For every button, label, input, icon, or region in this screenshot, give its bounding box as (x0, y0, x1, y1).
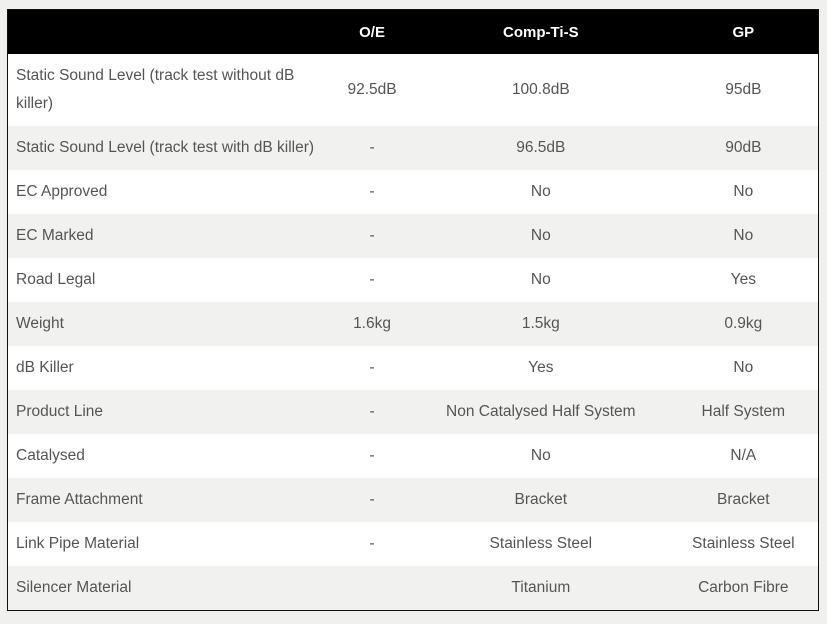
label-cell: Weight (7, 302, 332, 346)
oe-cell: - (331, 170, 413, 214)
gp-cell: Stainless Steel (668, 522, 819, 566)
label-cell: Frame Attachment (7, 478, 332, 522)
table-row: Silencer Material Titanium Carbon Fibre (7, 566, 819, 611)
table-row: EC Approved - No No (7, 170, 819, 214)
gp-cell: 90dB (668, 126, 819, 170)
comp-ti-s-cell: 96.5dB (413, 126, 669, 170)
table-row: Link Pipe Material - Stainless Steel Stainl… (7, 522, 819, 566)
comp-ti-s-cell: Non Catalysed Half System (413, 390, 669, 434)
table-row: EC Marked - No No (7, 214, 819, 258)
header-row: O/E Comp-Ti-S GP (7, 9, 819, 54)
label-cell: EC Marked (7, 214, 332, 258)
comp-ti-s-cell: No (413, 434, 669, 478)
label-cell: Static Sound Level (track test without d… (7, 54, 332, 126)
header-gp: GP (668, 9, 819, 54)
table-row: Static Sound Level (track test with dB k… (7, 126, 819, 170)
oe-cell: 92.5dB (331, 54, 413, 126)
comp-ti-s-cell: Bracket (413, 478, 669, 522)
oe-cell: 1.6kg (331, 302, 413, 346)
oe-cell: - (331, 522, 413, 566)
header-label (7, 9, 332, 54)
oe-cell: - (331, 434, 413, 478)
table-row: Catalysed - No N/A (7, 434, 819, 478)
oe-cell: - (331, 346, 413, 390)
table-row: Frame Attachment - Bracket Bracket (7, 478, 819, 522)
table-row: dB Killer - Yes No (7, 346, 819, 390)
oe-cell: - (331, 126, 413, 170)
comp-ti-s-cell: Stainless Steel (413, 522, 669, 566)
comp-ti-s-cell: No (413, 214, 669, 258)
oe-cell (331, 566, 413, 611)
gp-cell: Bracket (668, 478, 819, 522)
oe-cell: - (331, 390, 413, 434)
gp-cell: 95dB (668, 54, 819, 126)
comparison-table: O/E Comp-Ti-S GP Static Sound Level (tra… (7, 9, 819, 611)
comp-ti-s-cell: Yes (413, 346, 669, 390)
oe-cell: - (331, 214, 413, 258)
comp-ti-s-cell: No (413, 170, 669, 214)
gp-cell: Carbon Fibre (668, 566, 819, 611)
gp-cell: No (668, 346, 819, 390)
label-cell: Link Pipe Material (7, 522, 332, 566)
label-cell: Product Line (7, 390, 332, 434)
table-row: Road Legal - No Yes (7, 258, 819, 302)
comp-ti-s-cell: No (413, 258, 669, 302)
comp-ti-s-cell: 1.5kg (413, 302, 669, 346)
comp-ti-s-cell: 100.8dB (413, 54, 669, 126)
gp-cell: N/A (668, 434, 819, 478)
label-cell: dB Killer (7, 346, 332, 390)
label-cell: Road Legal (7, 258, 332, 302)
header-oe: O/E (331, 9, 413, 54)
comp-ti-s-cell: Titanium (413, 566, 669, 611)
oe-cell: - (331, 258, 413, 302)
gp-cell: Yes (668, 258, 819, 302)
gp-cell: Half System (668, 390, 819, 434)
label-cell: Static Sound Level (track test with dB k… (7, 126, 332, 170)
oe-cell: - (331, 478, 413, 522)
label-cell: Catalysed (7, 434, 332, 478)
label-cell: EC Approved (7, 170, 332, 214)
gp-cell: 0.9kg (668, 302, 819, 346)
label-cell: Silencer Material (7, 566, 332, 611)
table-row: Product Line - Non Catalysed Half System Ha… (7, 390, 819, 434)
gp-cell: No (668, 170, 819, 214)
table-row: Weight 1.6kg 1.5kg 0.9kg (7, 302, 819, 346)
gp-cell: No (668, 214, 819, 258)
header-comp-ti-s: Comp-Ti-S (413, 9, 669, 54)
table-row: Static Sound Level (track test without d… (7, 54, 819, 126)
